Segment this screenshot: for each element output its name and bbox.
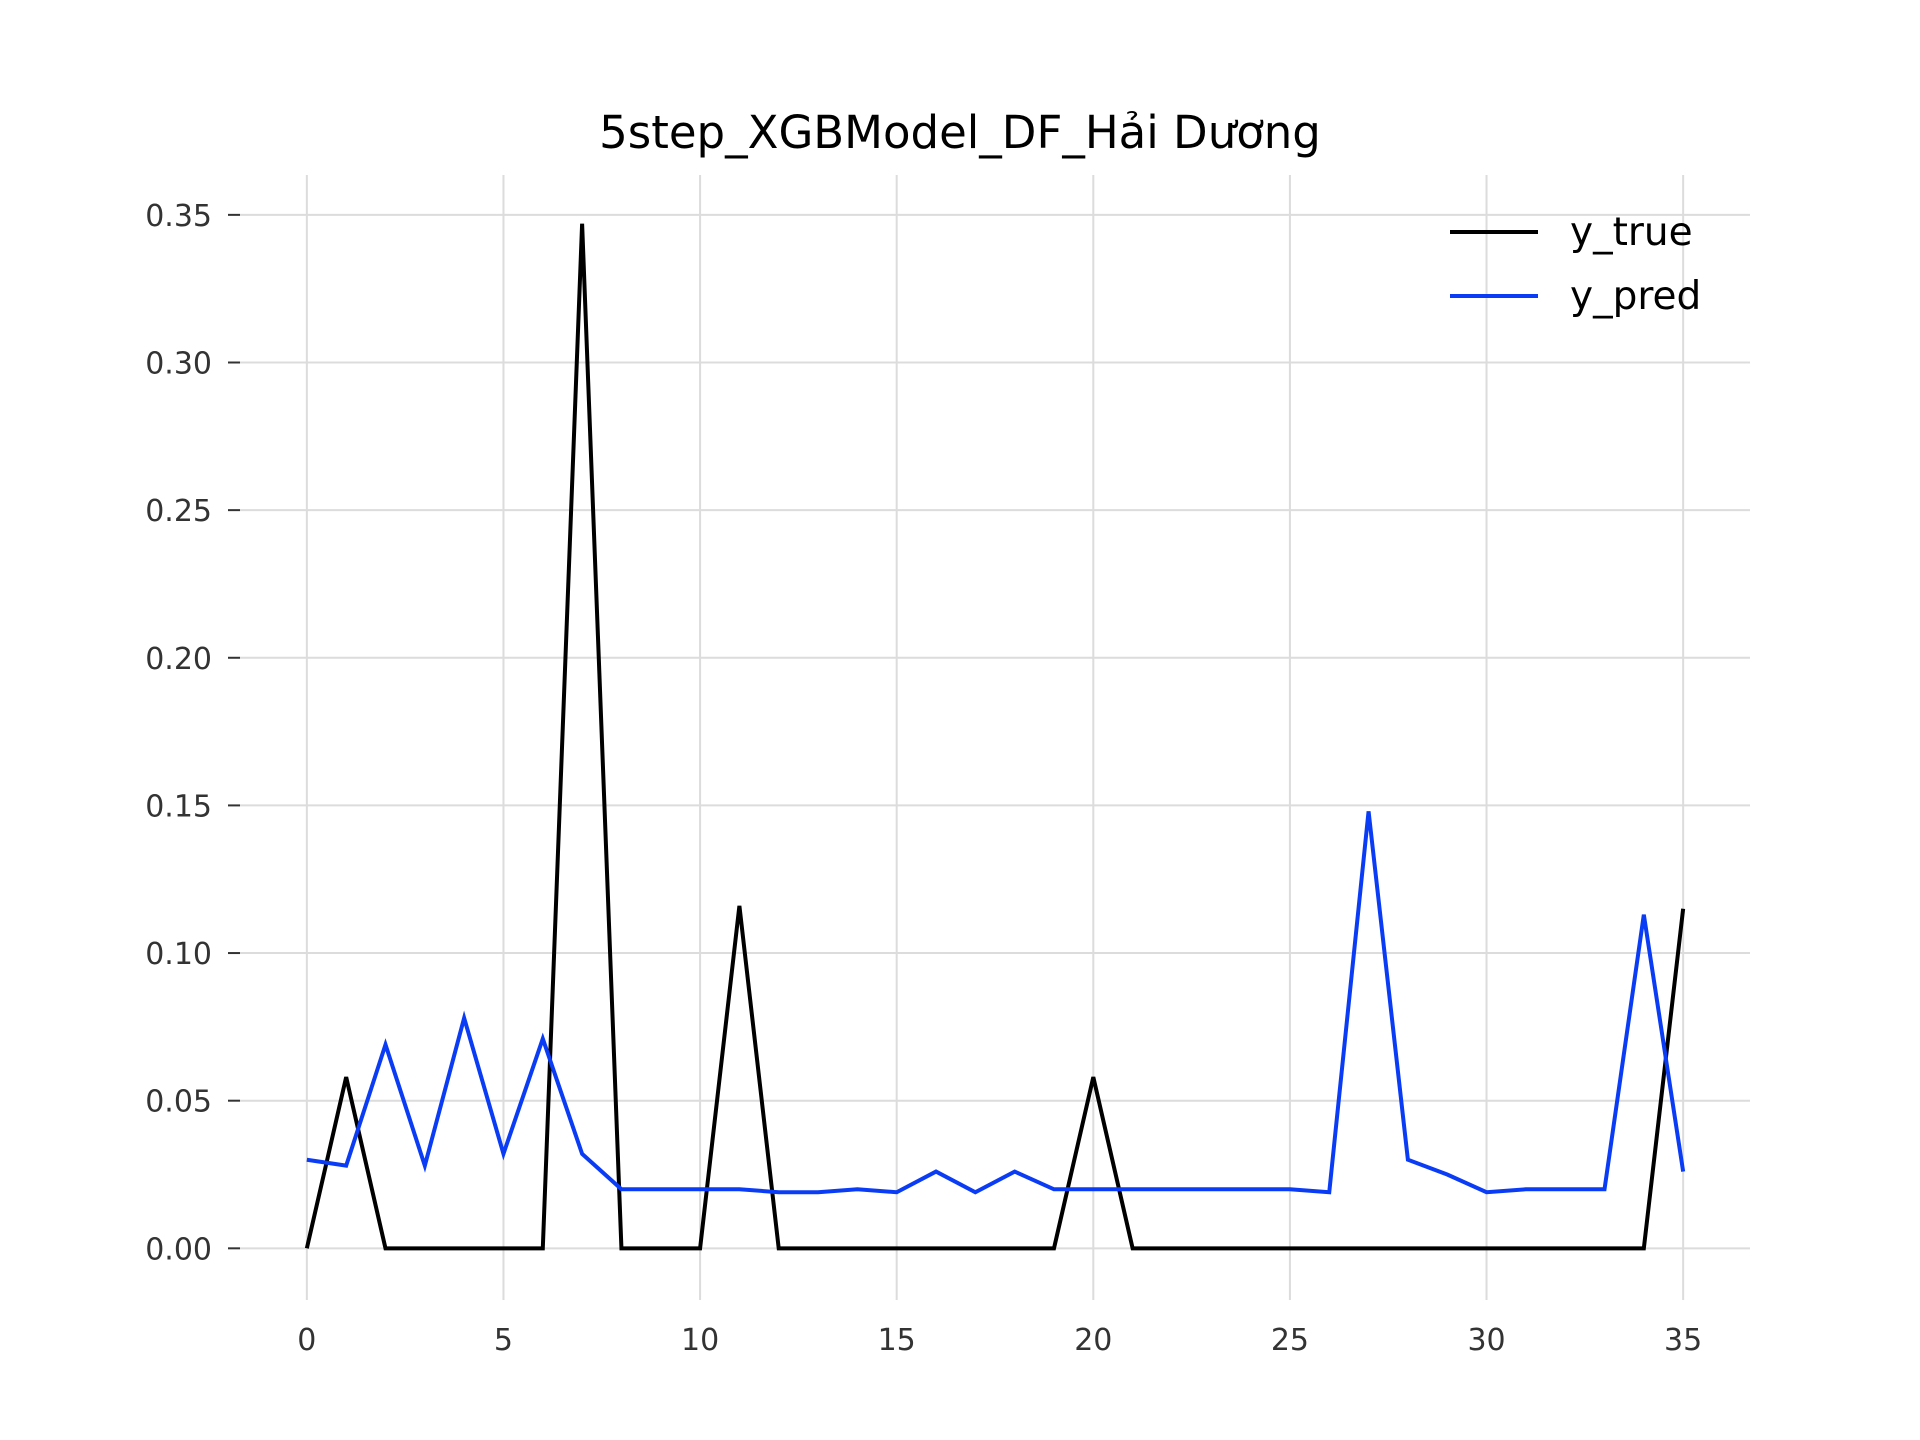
y-tick-label: 0.05: [145, 1085, 212, 1120]
chart-title: 5step_XGBModel_DF_Hải Dương: [599, 106, 1321, 159]
series-line-y-true: [304, 223, 1686, 1251]
y-tick-label: 0.00: [145, 1232, 212, 1267]
legend-label-y-pred: y_pred: [1570, 274, 1701, 319]
series-line-y-pred: [306, 811, 1686, 1195]
y-tick-label: 0.25: [145, 494, 212, 529]
grid: [240, 175, 1750, 1300]
y-axis: 0.00 0.05 0.10 0.15 0.20 0.25 0.30 0.35: [145, 199, 240, 1267]
y-tick-label: 0.10: [145, 937, 212, 972]
x-tick-label: 25: [1271, 1323, 1309, 1358]
x-tick-label: 20: [1074, 1323, 1112, 1358]
legend: y_true y_pred: [1450, 210, 1701, 319]
x-tick-label: 30: [1467, 1323, 1505, 1358]
plot-area: [304, 223, 1686, 1251]
y-tick-label: 0.35: [145, 199, 212, 234]
x-axis: 0 5 10 15 20 25 30 35: [297, 1323, 1702, 1358]
x-tick-label: 15: [878, 1323, 916, 1358]
legend-label-y-true: y_true: [1570, 210, 1693, 255]
x-tick-label: 0: [297, 1323, 316, 1358]
x-tick-label: 10: [681, 1323, 719, 1358]
y-tick-label: 0.30: [145, 347, 212, 382]
y-tick-label: 0.20: [145, 642, 212, 677]
x-tick-label: 35: [1664, 1323, 1702, 1358]
x-tick-label: 5: [494, 1323, 513, 1358]
y-tick-label: 0.15: [145, 789, 212, 824]
